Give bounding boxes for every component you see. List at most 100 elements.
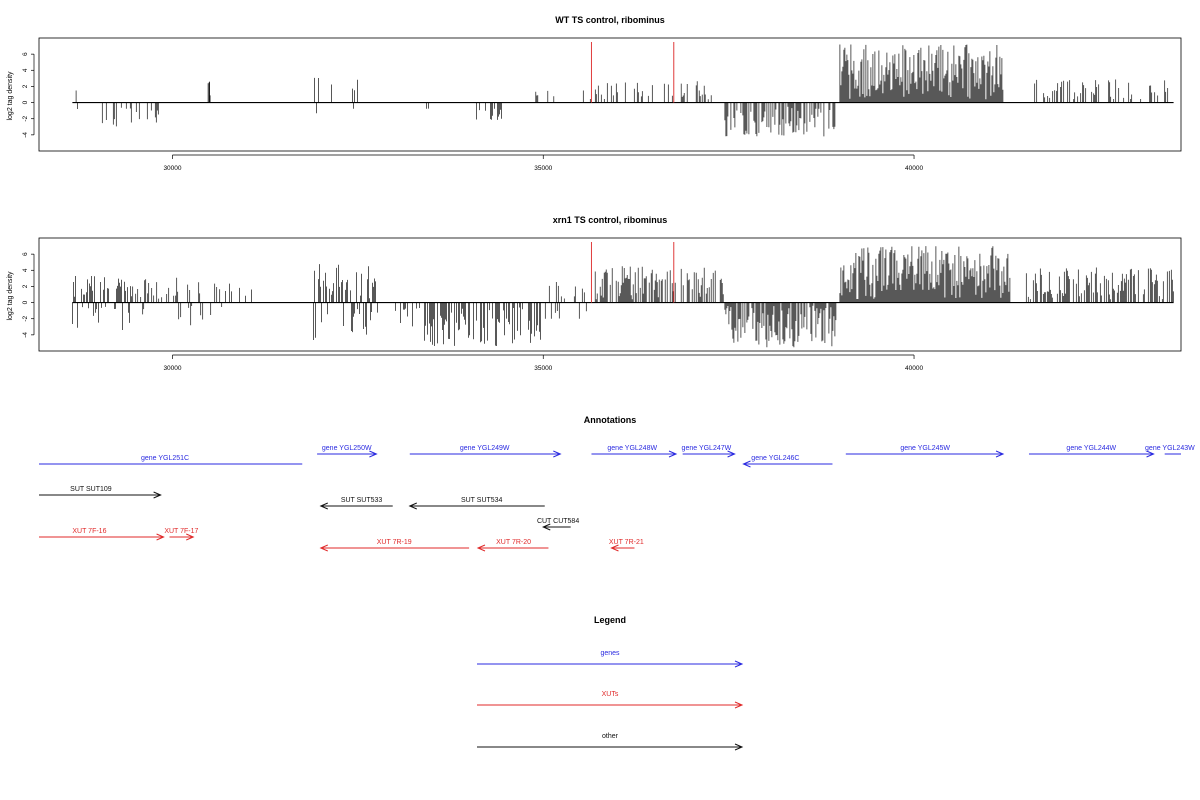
wt-y-axis-label: log2 tag density <box>7 71 14 121</box>
xrn1-y-tick-label: 2 <box>22 284 29 288</box>
annotation-feature-arrowhead <box>319 544 328 552</box>
xrn1-density-bars <box>72 246 1174 348</box>
annotation-feature: gene YGL251C <box>39 455 303 465</box>
wt-y-tick-label: 4 <box>22 68 29 72</box>
annotation-feature: XUT 7F-17 <box>164 528 199 541</box>
annotation-feature-label: gene YGL248W <box>607 445 657 452</box>
annotation-feature-arrowhead <box>476 544 486 552</box>
annotation-feature-label: gene YGL244W <box>1066 445 1116 452</box>
wt-x-tick-label: 35000 <box>534 165 552 172</box>
annotation-feature: gene YGL248W <box>591 445 678 458</box>
xrn1-x-tick-label: 40000 <box>905 365 923 372</box>
wt-y-tick-label: 0 <box>22 100 29 104</box>
xrn1-y-tick-label: 0 <box>22 300 29 304</box>
annotation-feature-arrowhead <box>727 450 736 458</box>
wt-x-tick-label: 30000 <box>163 165 181 172</box>
annotation-feature: XUT 7R-21 <box>609 539 644 552</box>
annotation-feature-label: gene YGL250W <box>322 445 372 452</box>
annotation-feature-label: XUT 7F-16 <box>72 528 106 535</box>
annotation-feature-arrowhead <box>742 460 751 468</box>
xrn1-x-tick-label: 35000 <box>534 365 552 372</box>
annotation-feature: gene YGL247W <box>682 445 736 458</box>
xrn1-density-panel: xrn1 TS control, ribominus log2 tag dens… <box>7 215 1182 372</box>
annotation-feature: XUT 7R-19 <box>319 539 470 552</box>
annotation-feature: SUT SUT533 <box>319 497 393 510</box>
xrn1-x-tick-label: 30000 <box>163 365 181 372</box>
xrn1-panel-title: xrn1 TS control, ribominus <box>553 215 668 225</box>
annotation-feature-label: gene YGL249W <box>460 445 510 452</box>
xrn1-y-tick-label: 4 <box>22 268 29 272</box>
annotation-feature-arrowhead <box>668 450 678 458</box>
annotation-feature-arrowhead <box>369 450 378 458</box>
xrn1-y-tick-label: -2 <box>22 315 29 321</box>
annotation-feature-label: XUT 7R-20 <box>496 539 531 546</box>
wt-density-panel: WT TS control, ribominus log2 tag densit… <box>7 15 1182 172</box>
annotation-feature-label: gene YGL247W <box>682 445 732 452</box>
annotation-feature: SUT SUT109 <box>39 486 162 499</box>
xrn1-bars <box>72 242 1174 348</box>
annotation-feature: gene YGL249W <box>409 445 562 458</box>
legend-entry-arrowhead <box>734 743 744 751</box>
annotation-feature-arrowhead <box>319 502 328 510</box>
xrn1-y-tick-label: -4 <box>22 332 29 338</box>
legend-title: Legend <box>594 615 626 625</box>
legend-entry-genes: genes <box>477 650 744 668</box>
wt-y-tick-label: 2 <box>22 84 29 88</box>
legend-entry-other: other <box>477 733 744 751</box>
annotation-feature-arrowhead <box>553 450 562 458</box>
annotation-feature: XUT 7R-20 <box>476 539 549 552</box>
annotation-feature-arrowhead <box>995 450 1005 458</box>
xrn1-axes: -4 -2 0 2 4 6 30000 35000 40000 <box>22 252 923 372</box>
xrn1-y-axis-label: log2 tag density <box>7 271 14 321</box>
annotation-feature-arrowhead <box>156 533 165 541</box>
annotation-feature: CUT CUT584 <box>537 518 579 531</box>
annotation-features: gene YGL251C gene YGL250W gene YGL249W gene… <box>39 445 1195 552</box>
legend-entries: genes XUTs other <box>477 650 744 751</box>
annotation-feature-label: gene YGL246C <box>751 455 799 462</box>
wt-x-tick-label: 40000 <box>905 165 923 172</box>
legend-entry-label: XUTs <box>602 691 619 698</box>
annotation-feature: XUT 7F-16 <box>39 528 165 541</box>
annotation-feature-label: SUT SUT109 <box>70 486 112 493</box>
annotation-feature-label: XUT 7R-21 <box>609 539 644 546</box>
wt-y-tick-label: 6 <box>22 52 29 56</box>
annotation-feature-arrowhead <box>153 491 162 499</box>
annotation-feature-label: SUT SUT533 <box>341 497 383 504</box>
annotations-title: Annotations <box>584 415 637 425</box>
annotation-feature-label: XUT 7R-19 <box>377 539 412 546</box>
legend-entry-xuts: XUTs <box>477 691 744 709</box>
annotation-feature-arrowhead <box>541 523 551 531</box>
annotation-feature: gene YGL245W <box>845 445 1005 458</box>
legend-entry-arrowhead <box>734 660 744 668</box>
annotation-feature-label: CUT CUT584 <box>537 518 579 525</box>
wt-panel-title: WT TS control, ribominus <box>555 15 665 25</box>
annotation-feature-arrowhead <box>1146 450 1155 458</box>
wt-y-tick-label: -2 <box>22 115 29 121</box>
annotation-feature-arrowhead <box>186 533 195 541</box>
wt-y-tick-label: -4 <box>22 132 29 138</box>
annotation-feature-label: gene YGL245W <box>900 445 950 452</box>
xrn1-y-tick-label: 6 <box>22 252 29 256</box>
annotation-feature: gene YGL243W <box>1145 445 1195 455</box>
annotation-feature-label: gene YGL251C <box>141 455 189 462</box>
annotation-feature-label: gene YGL243W <box>1145 445 1195 452</box>
annotation-feature: gene YGL250W <box>317 445 378 458</box>
annotation-feature: gene YGL246C <box>742 455 833 468</box>
annotation-feature-label: SUT SUT534 <box>461 497 503 504</box>
annotation-feature: SUT SUT534 <box>408 497 545 510</box>
annotation-feature-arrowhead <box>610 544 619 552</box>
wt-axes: -4 -2 0 2 4 6 30000 35000 40000 <box>22 52 923 172</box>
xrn1-plot-frame <box>38 237 1182 352</box>
annotation-feature-arrowhead <box>408 502 417 510</box>
wt-bars <box>72 42 1174 137</box>
legend: Legend genes XUTs other <box>477 615 744 751</box>
legend-entry-label: other <box>602 733 619 740</box>
annotation-feature: gene YGL244W <box>1028 445 1155 458</box>
wt-plot-frame <box>38 37 1182 152</box>
annotation-feature-label: XUT 7F-17 <box>164 528 198 535</box>
legend-entry-label: genes <box>600 650 620 657</box>
legend-entry-arrowhead <box>734 701 744 709</box>
wt-density-bars <box>75 44 1169 137</box>
